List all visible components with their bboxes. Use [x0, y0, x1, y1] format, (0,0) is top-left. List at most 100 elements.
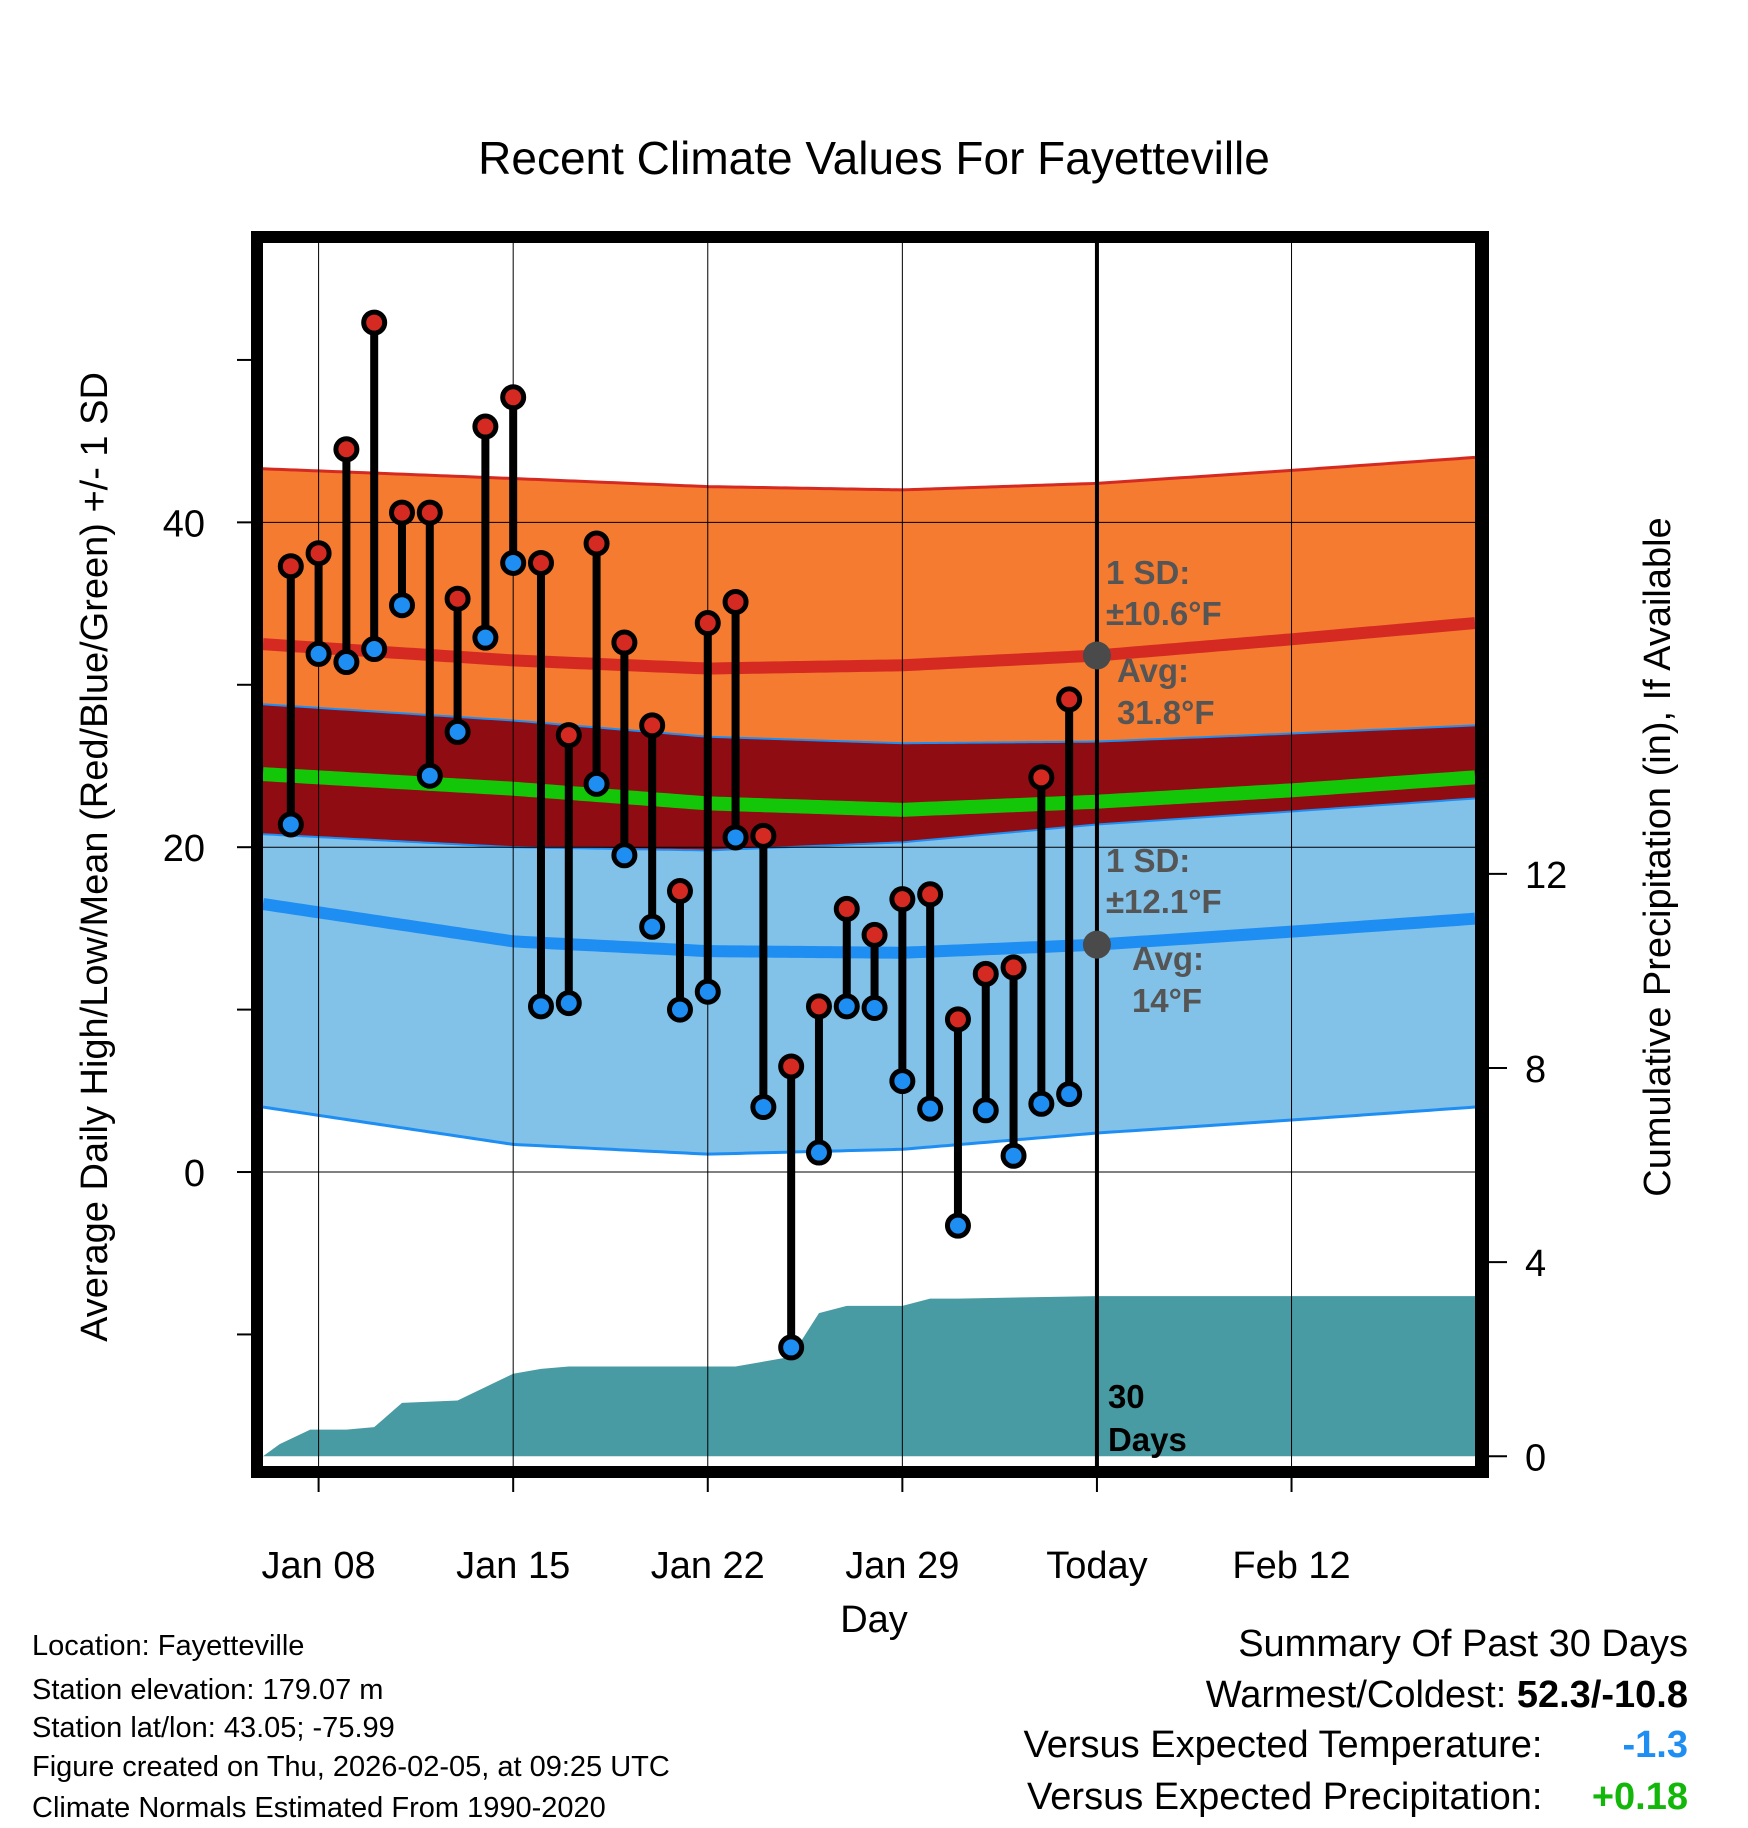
summary-precip: Versus Expected Precipitation: +0.18	[1027, 1778, 1688, 1816]
low-avg-value: 14°F	[1132, 982, 1202, 1019]
y-axis-label: Average Daily High/Low/Mean (Red/Blue/Gr…	[74, 372, 116, 1342]
daily-low-point	[472, 624, 499, 651]
plot-area: 1 SD: ±10.6°F Avg: 31.8°F 1 SD: ±12.1°F Avg: 14…	[163, 231, 1567, 1587]
daily-low-point	[1056, 1081, 1083, 1108]
daily-low-point	[1000, 1142, 1027, 1169]
y2-axis-label: Cumulative Precipitation (in), If Availa…	[1637, 517, 1679, 1196]
high-sd-label: 1 SD:	[1106, 554, 1190, 591]
daily-high-point	[639, 712, 666, 739]
daily-high-point	[861, 921, 888, 948]
x-tick-label: Today	[1046, 1545, 1147, 1587]
daily-low-point	[611, 842, 638, 869]
normal-mean-line	[262, 767, 1476, 817]
info-created: Figure created on Thu, 2026-02-05, at 09…	[32, 1751, 670, 1783]
low-upper-line	[262, 797, 1476, 852]
low-sd-value: ±12.1°F	[1106, 883, 1222, 920]
x-tick-label: Jan 29	[845, 1545, 959, 1587]
daily-low-point	[416, 762, 443, 789]
daily-high-point	[305, 540, 332, 567]
daily-high-point	[944, 1006, 971, 1033]
daily-high-point	[694, 610, 721, 637]
daily-high-point	[333, 436, 360, 463]
daily-low-point	[889, 1068, 916, 1095]
daily-high-point	[833, 895, 860, 922]
daily-low-point	[555, 990, 582, 1017]
daily-high-point	[778, 1053, 805, 1080]
daily-high-point	[527, 549, 554, 576]
daily-low-point	[944, 1212, 971, 1239]
y2-tick-label: 12	[1525, 855, 1567, 897]
daily-low-point	[861, 994, 888, 1021]
high-avg-value: 31.8°F	[1117, 694, 1215, 731]
daily-high-point	[277, 553, 304, 580]
daily-low-point	[972, 1097, 999, 1124]
daily-high-point	[1056, 686, 1083, 713]
daily-low-point	[444, 718, 471, 745]
x-tick-label: Feb 12	[1232, 1545, 1350, 1587]
daily-high-point	[722, 588, 749, 615]
summary-temp-label: Versus Expected Temperature:	[1023, 1724, 1543, 1766]
chart-title: Recent Climate Values For Fayetteville	[478, 132, 1270, 184]
high-sd-band	[263, 457, 1475, 744]
y2-tick-label: 4	[1525, 1243, 1546, 1285]
info-elevation: Station elevation: 179.07 m	[32, 1674, 384, 1706]
high-avg-label: Avg:	[1117, 652, 1189, 689]
low-lower-line	[262, 1105, 1476, 1156]
high-avg-marker	[1082, 641, 1111, 670]
summary-precip-label: Versus Expected Precipitation:	[1027, 1776, 1543, 1818]
daily-low-point	[500, 549, 527, 576]
precip-area	[263, 1296, 1475, 1457]
days-count-label: 30	[1108, 1378, 1145, 1415]
daily-high-point	[805, 993, 832, 1020]
daily-high-point	[750, 822, 777, 849]
x-tick-label: Jan 15	[456, 1545, 570, 1587]
daily-high-point	[444, 585, 471, 612]
daily-high-point	[388, 499, 415, 526]
daily-high-point	[917, 881, 944, 908]
summary-precip-value: +0.18	[1591, 1776, 1688, 1818]
x-axis-label: Day	[840, 1599, 908, 1641]
summary-warm-cold: Warmest/Coldest: 52.3/-10.8	[1206, 1676, 1688, 1714]
x-tick-label: Jan 22	[651, 1545, 765, 1587]
daily-high-point	[889, 886, 916, 913]
info-normals: Climate Normals Estimated From 1990-2020	[32, 1792, 606, 1824]
y2-tick-label: 0	[1525, 1437, 1546, 1479]
info-location: Location: Fayetteville	[32, 1630, 305, 1662]
low-sd-band	[263, 798, 1475, 1155]
normal-low-line	[262, 898, 1476, 959]
daily-low-point	[388, 592, 415, 619]
daily-low-point	[361, 636, 388, 663]
summary-temp: Versus Expected Temperature: -1.3	[1024, 1726, 1688, 1764]
daily-low-point	[527, 993, 554, 1020]
low-sd-label: 1 SD:	[1106, 842, 1190, 879]
daily-high-point	[1028, 764, 1055, 791]
daily-low-point	[722, 824, 749, 851]
high-lower-line	[262, 703, 1476, 745]
low-avg-marker	[1082, 930, 1111, 959]
high-sd-value: ±10.6°F	[1106, 595, 1222, 632]
daily-high-point	[1000, 954, 1027, 981]
y-tick-label: 0	[184, 1153, 205, 1195]
summary-temp-value: -1.3	[1622, 1724, 1688, 1766]
daily-low-point	[583, 770, 610, 797]
daily-low-point	[666, 996, 693, 1023]
daily-low-point	[333, 649, 360, 676]
daily-low-point	[277, 811, 304, 838]
plot-frame	[251, 231, 1487, 1478]
days-word-label: Days	[1108, 1421, 1187, 1458]
daily-low-point	[305, 640, 332, 667]
daily-high-point	[583, 530, 610, 557]
daily-high-point	[500, 384, 527, 411]
daily-low-point	[694, 978, 721, 1005]
daily-low-point	[750, 1094, 777, 1121]
normal-high-line	[262, 617, 1476, 675]
summary-warm-cold-label: Warmest/Coldest:	[1205, 1674, 1507, 1716]
y2-tick-label: 8	[1525, 1049, 1546, 1091]
daily-low-point	[833, 993, 860, 1020]
daily-low-point	[805, 1139, 832, 1166]
daily-high-point	[555, 722, 582, 749]
daily-low-point	[1028, 1090, 1055, 1117]
daily-high-point	[472, 413, 499, 440]
y-tick-label: 40	[163, 503, 205, 545]
